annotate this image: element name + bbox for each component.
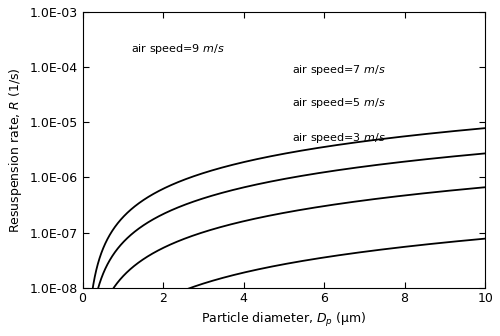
- Text: air speed=3 $m/s$: air speed=3 $m/s$: [292, 131, 386, 145]
- Text: air speed=7 $m/s$: air speed=7 $m/s$: [292, 64, 386, 77]
- Text: air speed=9 $m/s$: air speed=9 $m/s$: [131, 42, 224, 56]
- X-axis label: Particle diameter, $D_p$ (μm): Particle diameter, $D_p$ (μm): [201, 311, 366, 329]
- Text: air speed=5 $m/s$: air speed=5 $m/s$: [292, 95, 386, 110]
- Y-axis label: Resuspension rate, $R$ (1/s): Resuspension rate, $R$ (1/s): [7, 67, 24, 233]
